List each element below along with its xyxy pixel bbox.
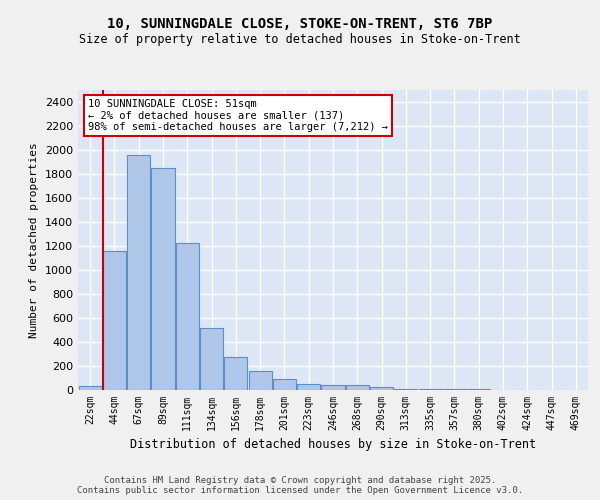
Bar bbox=[151, 168, 175, 390]
Y-axis label: Number of detached properties: Number of detached properties bbox=[29, 142, 40, 338]
Bar bbox=[419, 389, 442, 390]
Bar bbox=[297, 384, 320, 390]
Bar bbox=[224, 357, 247, 390]
Bar bbox=[103, 251, 126, 390]
Text: Size of property relative to detached houses in Stoke-on-Trent: Size of property relative to detached ho… bbox=[79, 32, 521, 46]
Text: 10 SUNNINGDALE CLOSE: 51sqm
← 2% of detached houses are smaller (137)
98% of sem: 10 SUNNINGDALE CLOSE: 51sqm ← 2% of deta… bbox=[88, 99, 388, 132]
Bar bbox=[346, 385, 369, 390]
Bar bbox=[248, 371, 272, 390]
Bar bbox=[370, 387, 393, 390]
Bar bbox=[79, 386, 101, 390]
Bar bbox=[200, 328, 223, 390]
X-axis label: Distribution of detached houses by size in Stoke-on-Trent: Distribution of detached houses by size … bbox=[130, 438, 536, 452]
Bar bbox=[394, 389, 418, 390]
Bar bbox=[176, 243, 199, 390]
Bar bbox=[322, 385, 344, 390]
Text: 10, SUNNINGDALE CLOSE, STOKE-ON-TRENT, ST6 7BP: 10, SUNNINGDALE CLOSE, STOKE-ON-TRENT, S… bbox=[107, 18, 493, 32]
Bar bbox=[273, 379, 296, 390]
Text: Contains HM Land Registry data © Crown copyright and database right 2025.
Contai: Contains HM Land Registry data © Crown c… bbox=[77, 476, 523, 495]
Bar bbox=[127, 155, 150, 390]
